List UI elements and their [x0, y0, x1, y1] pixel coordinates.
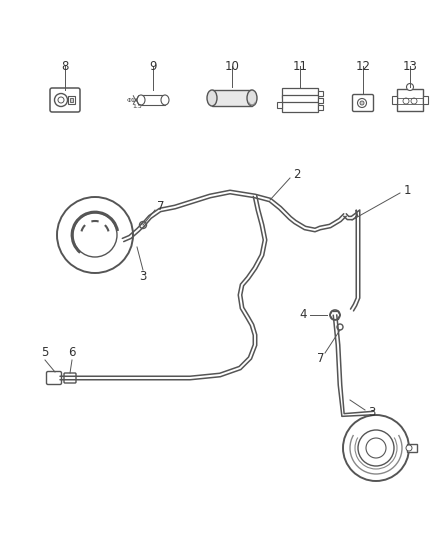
Bar: [277, 102, 282, 108]
Text: 9: 9: [149, 60, 157, 72]
FancyBboxPatch shape: [50, 88, 80, 112]
Circle shape: [366, 438, 386, 458]
Bar: [423, 96, 428, 104]
Circle shape: [406, 445, 412, 451]
Circle shape: [406, 84, 413, 91]
Circle shape: [139, 222, 146, 229]
Circle shape: [57, 197, 133, 273]
Text: 11: 11: [293, 60, 307, 72]
Circle shape: [403, 98, 409, 104]
Text: 3: 3: [368, 407, 376, 419]
Bar: [318, 104, 323, 109]
FancyBboxPatch shape: [282, 88, 318, 98]
Ellipse shape: [137, 95, 145, 105]
Text: 10: 10: [225, 60, 240, 72]
Bar: [318, 98, 323, 102]
Bar: [212, 90, 252, 106]
FancyBboxPatch shape: [353, 94, 374, 111]
Bar: [70, 98, 73, 102]
Circle shape: [58, 97, 64, 103]
Circle shape: [337, 324, 343, 330]
Circle shape: [411, 98, 417, 104]
Bar: [318, 91, 323, 95]
Text: 12: 12: [356, 60, 371, 72]
Text: 4: 4: [299, 309, 307, 321]
Ellipse shape: [161, 95, 169, 105]
FancyBboxPatch shape: [64, 373, 76, 383]
Ellipse shape: [247, 90, 257, 106]
Text: 1: 1: [403, 183, 411, 197]
Text: 2: 2: [293, 167, 301, 181]
Ellipse shape: [207, 90, 217, 106]
Circle shape: [73, 213, 117, 257]
Text: Φ1: Φ1: [127, 98, 135, 102]
Text: 7: 7: [157, 200, 165, 214]
Text: 5: 5: [41, 346, 49, 359]
FancyBboxPatch shape: [282, 102, 318, 112]
Text: 1.5: 1.5: [132, 104, 142, 109]
Text: 6: 6: [68, 346, 76, 359]
Circle shape: [358, 430, 394, 466]
Circle shape: [343, 415, 409, 481]
FancyBboxPatch shape: [282, 95, 318, 105]
Text: 3: 3: [139, 271, 147, 284]
Circle shape: [54, 93, 67, 107]
Text: 7: 7: [317, 352, 325, 366]
Bar: [68, 96, 75, 104]
Circle shape: [330, 310, 340, 320]
Text: 8: 8: [61, 60, 69, 72]
FancyBboxPatch shape: [397, 89, 423, 111]
Bar: [392, 96, 397, 104]
FancyBboxPatch shape: [46, 372, 61, 384]
Circle shape: [357, 99, 367, 108]
Text: 13: 13: [403, 60, 417, 72]
Bar: [141, 95, 165, 105]
Circle shape: [360, 101, 364, 105]
Bar: [407, 444, 417, 452]
